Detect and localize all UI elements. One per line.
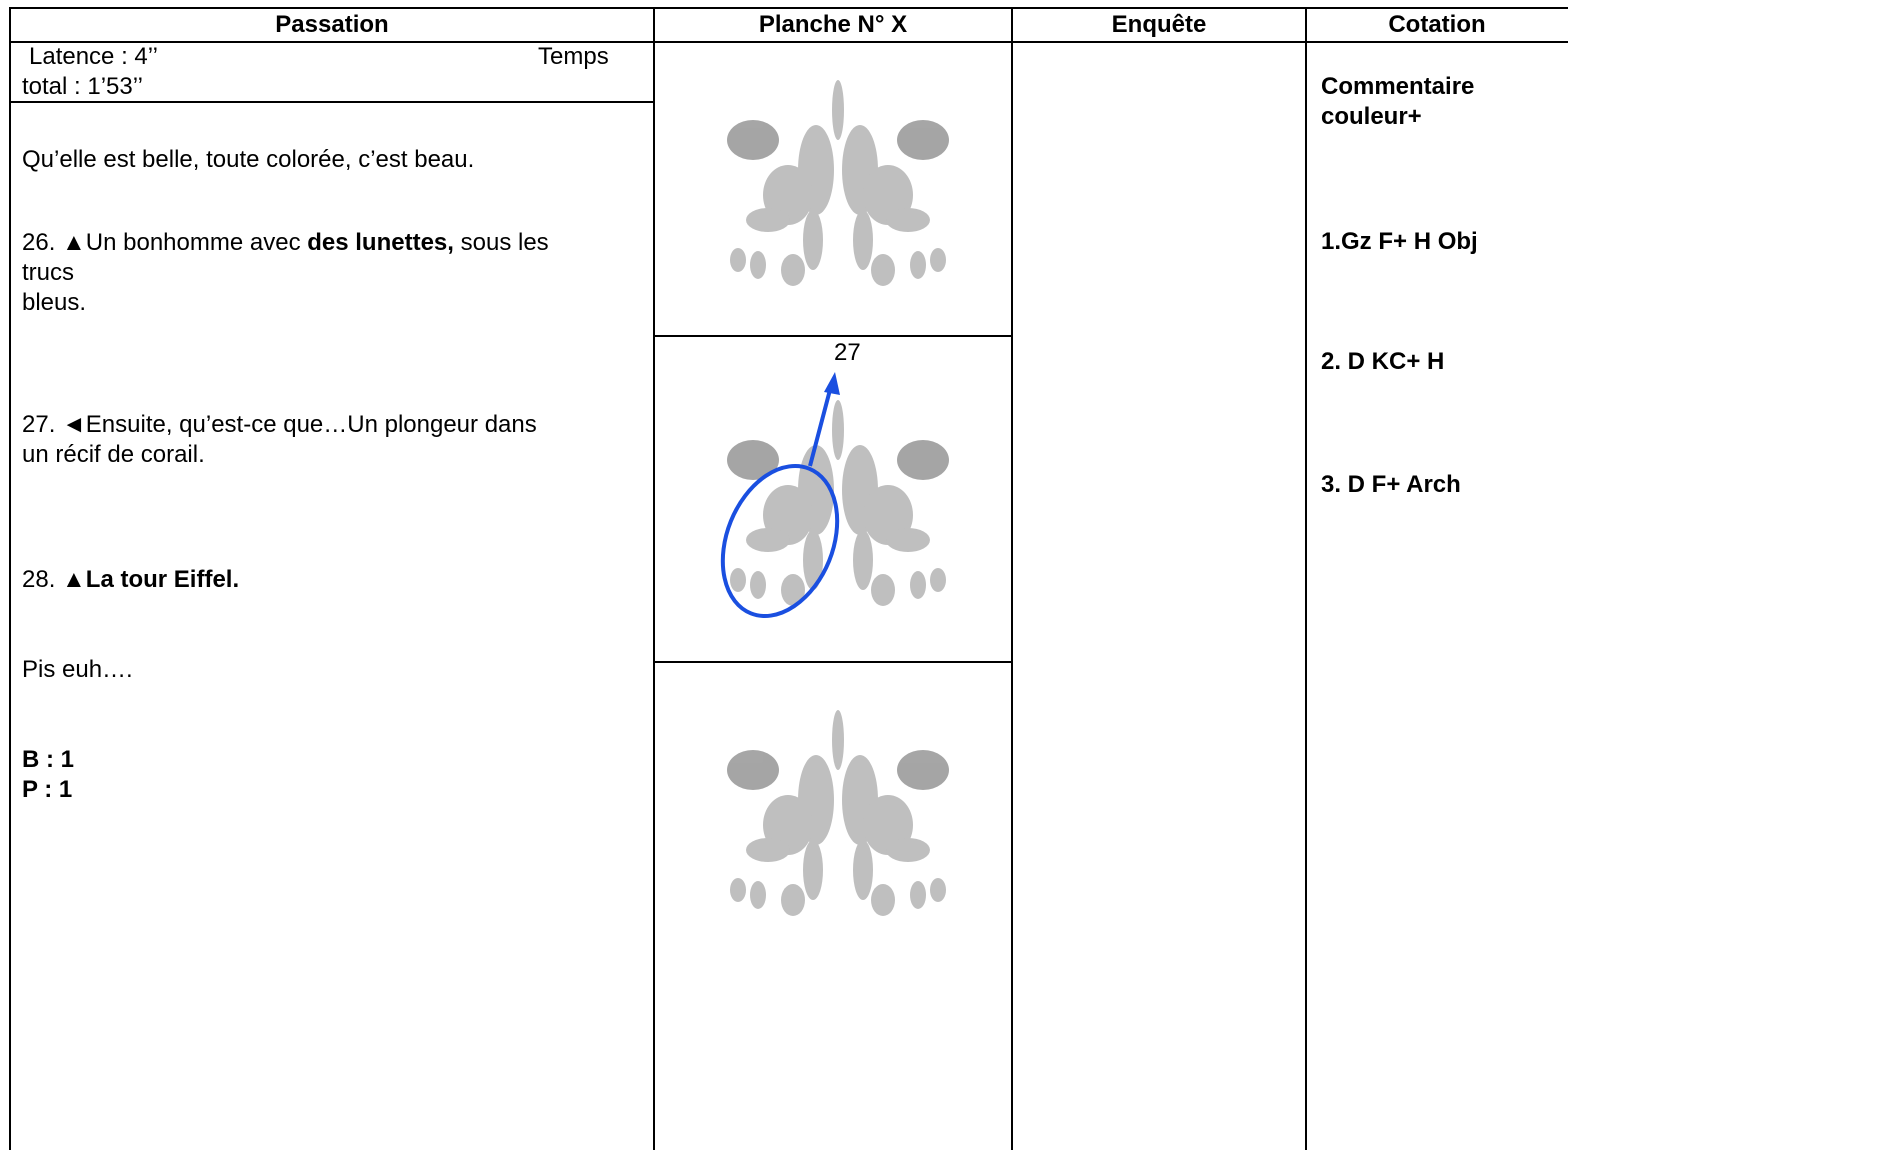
text-run: des lunettes, xyxy=(307,229,454,256)
cotation: 3. D F+ Arch xyxy=(1321,470,1461,500)
response-line: 28. ▲La tour Eiffel. xyxy=(22,565,239,595)
response-line: B : 1 xyxy=(22,745,74,775)
rule xyxy=(653,7,655,1150)
response: 26. ▲Un bonhomme avec des lunettes, sous… xyxy=(22,228,549,318)
response: Pis euh…. xyxy=(22,655,133,685)
rule xyxy=(654,661,1012,663)
response: 27. ◄Ensuite, qu’est-ce que…Un plongeur … xyxy=(22,410,537,470)
text-run: Qu’elle est belle, toute colorée, c’est … xyxy=(22,146,475,173)
rule xyxy=(654,335,1012,337)
rule xyxy=(9,7,11,1150)
cotation-line: couleur+ xyxy=(1321,103,1422,130)
text-run: sous les xyxy=(453,229,549,256)
response-line: bleus. xyxy=(22,288,549,318)
response: Qu’elle est belle, toute colorée, c’est … xyxy=(22,145,474,175)
image-label: 27 xyxy=(834,339,861,366)
response-line: un récif de corail. xyxy=(22,440,537,470)
highlight-ellipse xyxy=(720,464,840,618)
text-run: un récif de corail. xyxy=(22,441,205,468)
text-run: La tour Eiffel. xyxy=(85,566,240,593)
response-line: 26. ▲Un bonhomme avec des lunettes, sous… xyxy=(22,228,549,258)
cotation-line: 3. D F+ Arch xyxy=(1321,471,1461,498)
timing: Temps xyxy=(538,43,609,70)
rule xyxy=(10,101,654,103)
header: Cotation xyxy=(1388,11,1486,38)
text-run: bleus. xyxy=(22,289,87,316)
response-line: Pis euh…. xyxy=(22,655,133,685)
text-run: 26. ▲Un bonhomme avec xyxy=(22,229,308,256)
inkblot xyxy=(727,710,949,916)
inkblot xyxy=(727,400,949,606)
text-run: Pis euh…. xyxy=(22,656,133,683)
text-run: B : 1 xyxy=(22,746,75,773)
arrow-head xyxy=(824,372,840,395)
response: B : 1 P : 1 xyxy=(22,745,74,805)
rule xyxy=(1011,7,1013,1150)
text-run: 27. ◄Ensuite, qu’est-ce que…Un plongeur … xyxy=(22,411,537,438)
header: Passation xyxy=(275,11,389,38)
header: Enquête xyxy=(1111,11,1207,38)
cotation-line: Commentaire xyxy=(1321,73,1475,100)
cotation: Commentaire couleur+ xyxy=(1321,72,1474,132)
response-line: Qu’elle est belle, toute colorée, c’est … xyxy=(22,145,474,175)
text-run: trucs xyxy=(22,259,75,286)
arrow xyxy=(808,385,833,467)
inkblot xyxy=(727,80,949,286)
cotation: 2. D KC+ H xyxy=(1321,347,1444,377)
response: 28. ▲La tour Eiffel. xyxy=(22,565,239,595)
timing: Latence : 4’’ xyxy=(29,43,158,70)
text-run: P : 1 xyxy=(22,776,73,803)
timing: total : 1’53’’ xyxy=(22,73,143,100)
response-line: 27. ◄Ensuite, qu’est-ce que…Un plongeur … xyxy=(22,410,537,440)
text-run: 28. ▲ xyxy=(22,566,86,593)
cotation-line: 2. D KC+ H xyxy=(1321,348,1445,375)
cotation-line: 1.Gz F+ H Obj xyxy=(1321,228,1478,255)
rule xyxy=(10,7,1568,9)
rule xyxy=(10,41,1568,43)
cotation: 1.Gz F+ H Obj xyxy=(1321,227,1478,257)
response-line: trucs xyxy=(22,258,549,288)
response-line: P : 1 xyxy=(22,775,74,805)
header: Planche N° X xyxy=(758,11,908,38)
rule xyxy=(1305,7,1307,1150)
